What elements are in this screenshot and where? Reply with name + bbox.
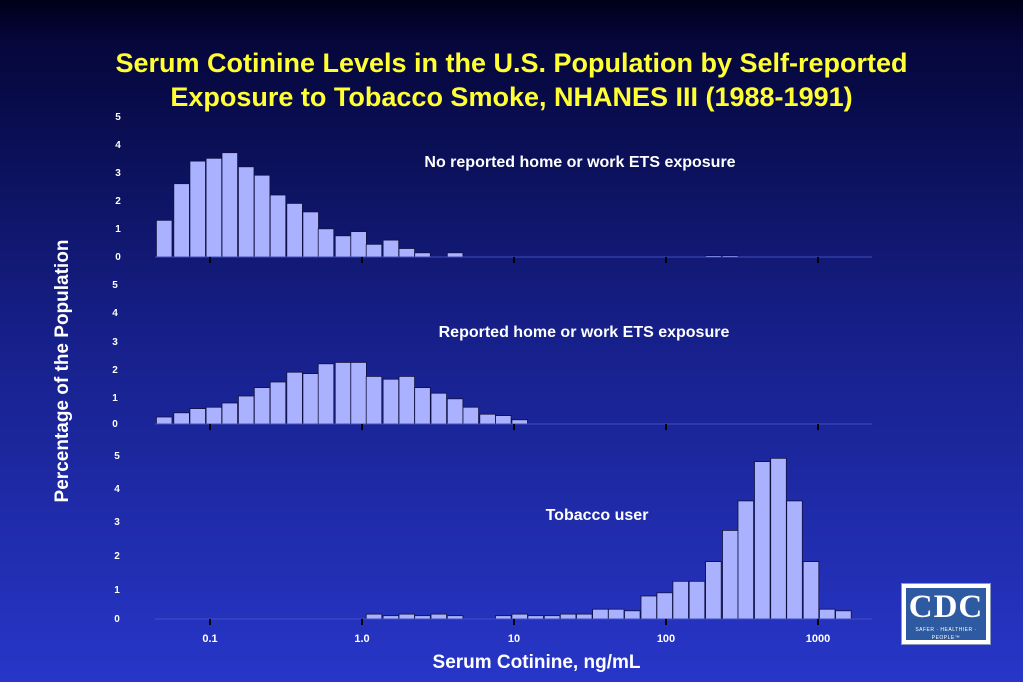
- y-tick-label: 2: [112, 365, 118, 376]
- panel-title: Tobacco user: [546, 507, 649, 524]
- histogram-bar: [189, 160, 206, 258]
- histogram-bar: [205, 406, 223, 425]
- histogram-bar: [495, 415, 512, 425]
- y-tick-label: 3: [112, 337, 118, 348]
- histogram-bar: [173, 412, 190, 425]
- y-tick-label: 4: [115, 140, 121, 151]
- x-tick-label: 1000: [806, 633, 830, 645]
- y-tick-label: 0: [115, 252, 121, 263]
- histogram-bar: [334, 235, 352, 258]
- histogram-bar: [688, 580, 706, 620]
- histogram-bar: [802, 561, 820, 620]
- histogram-bar: [835, 610, 852, 620]
- histogram-bar: [365, 243, 383, 258]
- y-tick-label: 2: [115, 196, 121, 207]
- x-tick-label: 100: [657, 633, 675, 645]
- x-tick-label: 0.1: [202, 633, 217, 645]
- histogram-bar: [253, 174, 271, 258]
- y-tick-label: 1: [112, 393, 118, 404]
- histogram-bar: [302, 211, 319, 258]
- histogram-bar: [786, 500, 803, 620]
- histogram-bar: [624, 610, 641, 620]
- histogram-bar: [155, 219, 173, 258]
- slide-title: Serum Cotinine Levels in the U.S. Popula…: [115, 48, 908, 112]
- y-tick-label: 0: [112, 419, 118, 430]
- y-tick-label: 4: [114, 484, 120, 495]
- histogram-bar: [656, 592, 673, 620]
- histogram-bar: [221, 152, 239, 258]
- histogram-bar: [382, 378, 400, 425]
- histogram-bar: [350, 231, 367, 258]
- histogram-bar: [479, 413, 496, 425]
- histogram-bar: [317, 228, 335, 258]
- histogram-bar: [559, 613, 577, 620]
- histogram-bar: [754, 461, 771, 620]
- histogram-bar: [237, 395, 255, 425]
- histogram-bar: [592, 608, 609, 620]
- histogram-bar: [221, 402, 239, 425]
- histogram-bar: [365, 375, 383, 425]
- x-tick-label: 1.0: [354, 633, 369, 645]
- histogram-bar: [430, 392, 448, 425]
- histogram-bar: [398, 613, 416, 620]
- histogram-bar: [350, 361, 367, 425]
- histogram-bar: [737, 500, 755, 620]
- histogram-bar: [237, 166, 255, 258]
- y-tick-label: 2: [114, 551, 120, 562]
- histogram-bar: [608, 608, 625, 620]
- panel-title: No reported home or work ETS exposure: [424, 154, 735, 171]
- y-tick-label: 1: [114, 585, 120, 596]
- histogram-bar: [722, 530, 739, 620]
- y-tick-label: 5: [114, 451, 120, 462]
- histogram-bar: [253, 387, 271, 425]
- histogram-bar: [430, 613, 448, 620]
- panel-title: Reported home or work ETS exposure: [439, 324, 730, 341]
- histogram-bar: [269, 194, 287, 258]
- cdc-logo: CDC SAFER · HEALTHIER · PEOPLE™: [901, 583, 991, 645]
- histogram-bar: [398, 375, 416, 425]
- histogram-bar: [770, 457, 787, 620]
- histogram-bar: [205, 157, 223, 258]
- cdc-logo-tagline: SAFER · HEALTHIER · PEOPLE™: [915, 627, 977, 641]
- y-tick-label: 3: [114, 517, 120, 528]
- histogram-bar: [286, 202, 303, 258]
- y-tick-label: 5: [112, 280, 118, 291]
- histogram-bar: [511, 419, 528, 425]
- y-tick-label: 5: [115, 112, 121, 123]
- histogram-bar: [173, 183, 190, 258]
- histogram-bar: [189, 408, 206, 425]
- histogram-bar: [576, 613, 593, 620]
- cdc-logo-panel: CDC SAFER · HEALTHIER · PEOPLE™: [906, 588, 986, 641]
- histogram-bar: [317, 363, 335, 425]
- histogram-bar: [414, 252, 431, 258]
- histogram-bar: [672, 580, 689, 620]
- y-axis-label: Percentage of the Population: [52, 239, 73, 503]
- y-tick-label: 4: [112, 308, 118, 319]
- histogram-bar: [705, 561, 722, 620]
- histogram-bar: [462, 406, 480, 425]
- histogram-bar: [155, 416, 173, 425]
- x-tick-label: 10: [508, 633, 520, 645]
- y-tick-label: 3: [115, 168, 121, 179]
- histogram-bar: [334, 361, 352, 425]
- histogram-bar: [302, 373, 319, 425]
- histogram-bar: [269, 381, 287, 425]
- histogram-bar: [398, 248, 416, 258]
- cdc-logo-text: CDC: [908, 589, 984, 625]
- histogram-bar: [446, 252, 464, 258]
- histogram-bar: [446, 398, 464, 425]
- histogram-bar: [511, 613, 528, 620]
- y-tick-label: 0: [114, 614, 120, 625]
- histogram-bar: [286, 371, 303, 425]
- histogram-bar: [414, 387, 431, 425]
- histogram-bar: [365, 613, 383, 620]
- y-tick-label: 1: [115, 224, 121, 235]
- histogram-bar: [640, 595, 658, 620]
- x-axis-label: Serum Cotinine, ng/mL: [432, 652, 641, 673]
- histogram-bar: [819, 608, 836, 620]
- histogram-bar: [382, 239, 400, 258]
